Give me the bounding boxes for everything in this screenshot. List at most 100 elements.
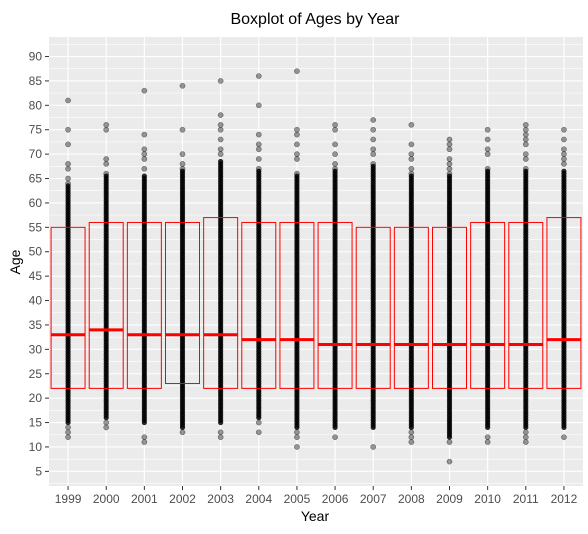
outlier-point xyxy=(522,151,529,157)
outlier-point xyxy=(522,156,529,162)
outlier-point xyxy=(103,156,110,162)
outlier-point xyxy=(179,126,186,133)
y-tick-label: 30 xyxy=(29,342,43,356)
outlier-point xyxy=(522,434,529,441)
box-2004 xyxy=(241,221,277,389)
y-tick-label: 15 xyxy=(29,416,43,430)
box-1999 xyxy=(50,226,86,389)
outlier-point xyxy=(332,151,338,157)
x-tick-label-2010: 2010 xyxy=(474,492,501,506)
outlier-point xyxy=(217,136,224,143)
y-tick-label: 65 xyxy=(29,172,43,186)
outlier-point xyxy=(255,131,262,138)
outlier-point xyxy=(103,121,110,128)
outlier-point xyxy=(561,136,567,143)
outlier-point xyxy=(65,161,71,167)
outlier-point xyxy=(370,444,377,450)
outlier-point xyxy=(141,439,148,445)
y-tick-label: 25 xyxy=(29,367,43,381)
data-point xyxy=(218,158,224,165)
outlier-point xyxy=(332,434,338,441)
outlier-point xyxy=(179,165,186,172)
box-2001 xyxy=(126,221,162,389)
box-2009 xyxy=(432,226,467,389)
data-points xyxy=(65,68,567,465)
y-tick-label: 10 xyxy=(29,440,43,454)
outlier-point xyxy=(446,156,453,162)
outlier-point xyxy=(255,165,262,172)
outlier-point xyxy=(65,97,71,104)
outlier-point xyxy=(522,126,529,133)
x-axis: 1999 2000 2001 2002 2003 2004 2005 2006 2007 2008… xyxy=(55,486,578,506)
box-2003 xyxy=(203,217,239,389)
x-tick-label-2004: 2004 xyxy=(245,492,272,506)
boxes xyxy=(50,217,582,389)
x-tick-label-2008: 2008 xyxy=(398,492,425,506)
y-tick-label: 80 xyxy=(29,98,43,112)
outlier-point xyxy=(179,161,186,167)
y-tick-label: 70 xyxy=(29,147,43,161)
box-2011 xyxy=(508,221,544,389)
outlier-point xyxy=(408,141,415,148)
outlier-point xyxy=(294,429,300,436)
y-tick-label: 55 xyxy=(29,220,43,234)
outlier-point xyxy=(370,146,377,153)
y-tick-label: 5 xyxy=(35,464,42,478)
outlier-point xyxy=(217,429,224,436)
outlier-point xyxy=(217,78,224,84)
outlier-point xyxy=(255,141,262,148)
box-2005 xyxy=(279,221,315,389)
x-tick-label-2009: 2009 xyxy=(436,492,463,506)
outlier-point xyxy=(484,165,491,172)
outlier-point xyxy=(561,156,567,162)
plot-panel xyxy=(49,37,583,486)
outlier-point xyxy=(217,434,224,441)
outlier-point xyxy=(217,146,224,153)
outlier-point xyxy=(255,419,262,426)
outlier-point xyxy=(446,146,453,153)
outlier-point xyxy=(408,434,415,441)
outlier-point xyxy=(65,429,71,436)
outlier-point xyxy=(217,151,224,157)
outlier-point xyxy=(561,146,567,153)
outlier-point xyxy=(103,161,110,167)
outlier-point xyxy=(294,434,300,441)
x-tick-label-2003: 2003 xyxy=(207,492,234,506)
outlier-point xyxy=(561,161,567,167)
outlier-point xyxy=(522,136,529,143)
outlier-point xyxy=(141,87,148,94)
box-2006 xyxy=(317,221,353,389)
outlier-point xyxy=(65,434,71,441)
x-tick-label-2000: 2000 xyxy=(93,492,120,506)
outlier-point xyxy=(141,146,148,153)
outlier-point xyxy=(332,161,338,167)
box-2002 xyxy=(165,221,200,385)
outlier-point xyxy=(408,121,415,128)
outlier-point xyxy=(332,121,338,128)
outlier-point xyxy=(522,131,529,138)
outlier-point xyxy=(65,424,71,431)
outlier-point xyxy=(370,136,377,143)
outlier-point xyxy=(522,121,529,128)
outlier-point xyxy=(294,156,300,162)
outlier-point xyxy=(408,156,415,162)
outlier-point xyxy=(561,434,567,441)
box-2000 xyxy=(88,221,124,389)
outlier-point xyxy=(446,165,453,172)
outlier-point xyxy=(484,126,491,133)
outlier-point xyxy=(408,429,415,436)
box-2010 xyxy=(470,221,506,389)
y-tick-label: 90 xyxy=(29,50,43,64)
outlier-point xyxy=(484,146,491,153)
outlier-point xyxy=(294,170,300,177)
outlier-point xyxy=(332,141,338,148)
outlier-point xyxy=(65,175,71,182)
outlier-point xyxy=(179,82,186,89)
box-2007 xyxy=(355,226,391,389)
outlier-point xyxy=(294,141,300,148)
x-tick-label-2001: 2001 xyxy=(131,492,158,506)
outlier-point xyxy=(522,165,529,172)
outlier-point xyxy=(255,73,262,79)
outlier-point xyxy=(103,424,110,431)
